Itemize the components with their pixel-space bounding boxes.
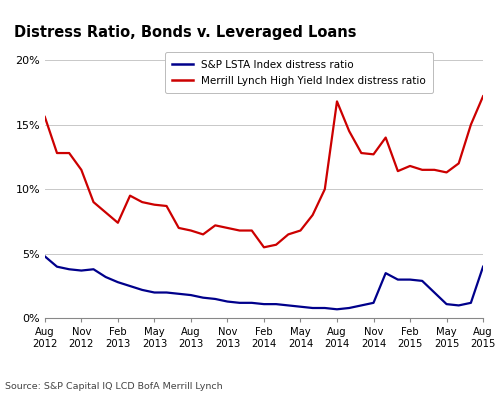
Text: Source: S&P Capital IQ LCD BofA Merrill Lynch: Source: S&P Capital IQ LCD BofA Merrill …	[5, 382, 223, 391]
Legend: S&P LSTA Index distress ratio, Merrill Lynch High Yield Index distress ratio: S&P LSTA Index distress ratio, Merrill L…	[165, 52, 433, 93]
Text: Distress Ratio, Bonds v. Leveraged Loans: Distress Ratio, Bonds v. Leveraged Loans	[14, 26, 357, 40]
